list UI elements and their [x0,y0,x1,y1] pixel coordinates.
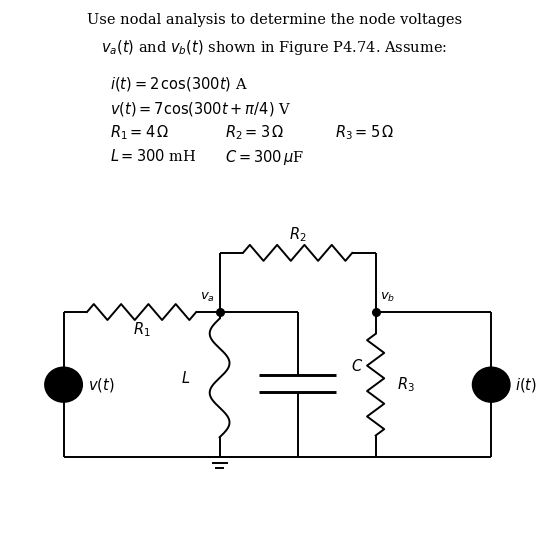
Text: $R_2 = 3\,\Omega$: $R_2 = 3\,\Omega$ [226,124,284,143]
Text: $R_3$: $R_3$ [397,376,415,394]
Text: $R_1$: $R_1$ [133,321,150,339]
Text: $L$: $L$ [181,370,190,386]
Text: $R_2$: $R_2$ [289,225,306,244]
Text: $v(t)$: $v(t)$ [88,376,114,394]
Text: $v(t) = 7\cos(300t + \pi/4)$ V: $v(t) = 7\cos(300t + \pi/4)$ V [110,100,291,117]
Text: $i(t) = 2\,\mathrm{cos}(300t)$ A: $i(t) = 2\,\mathrm{cos}(300t)$ A [110,75,248,93]
Text: $v_b$: $v_b$ [380,291,395,304]
Text: Use nodal analysis to determine the node voltages: Use nodal analysis to determine the node… [87,13,462,27]
Text: $-$: $-$ [59,386,69,396]
Text: $C = 300\,\mu$F: $C = 300\,\mu$F [226,148,305,167]
Text: $i(t)$: $i(t)$ [516,376,537,394]
Text: $R_3 = 5\,\Omega$: $R_3 = 5\,\Omega$ [335,124,394,143]
Text: $v_a$: $v_a$ [200,291,215,304]
Text: +: + [59,373,68,383]
Text: $C$: $C$ [351,358,363,374]
Text: $R_1 = 4\,\Omega$: $R_1 = 4\,\Omega$ [110,124,169,143]
Circle shape [45,367,82,402]
Text: $L = 300$ mH: $L = 300$ mH [110,148,197,164]
Circle shape [473,367,509,402]
Text: $v_a(t)$ and $v_b(t)$ shown in Figure P4.74. Assume:: $v_a(t)$ and $v_b(t)$ shown in Figure P4… [102,38,447,56]
